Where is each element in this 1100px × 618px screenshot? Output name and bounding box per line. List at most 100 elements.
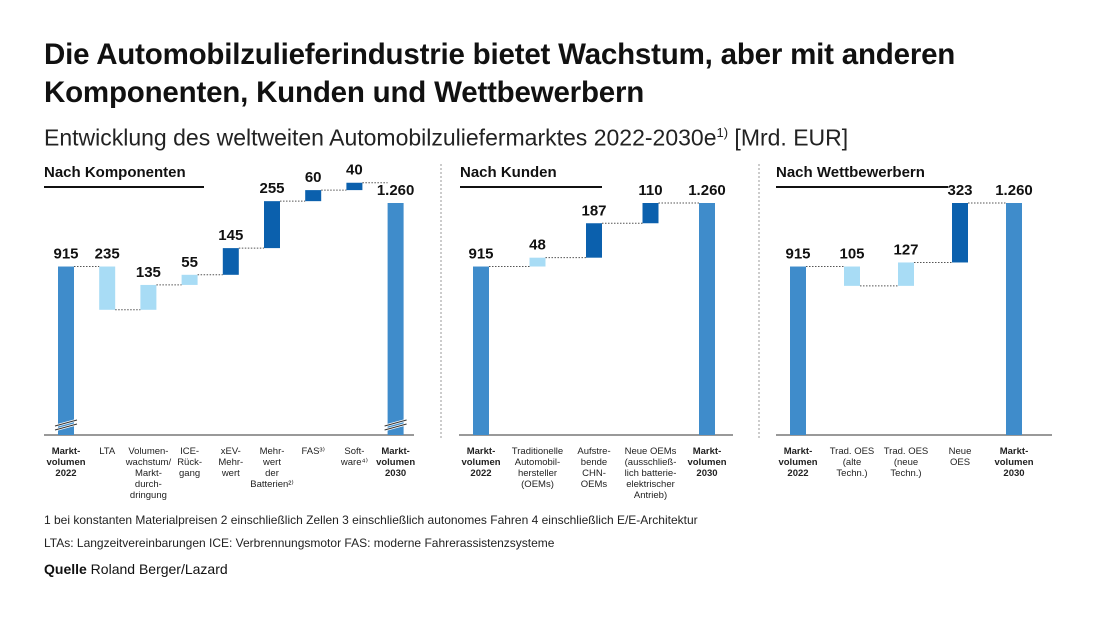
category-label-2: (OEMs) [521,479,554,490]
category-label-5: Markt- [1000,446,1029,457]
axis-break-line [384,419,407,431]
page-title: Die Automobilzulieferindustrie bietet Wa… [44,36,1084,112]
category-label-3: Techn.) [890,468,921,479]
value-label-5: 1.260 [995,182,1033,199]
category-label-3: bende [581,457,607,468]
abbreviations: LTAs: Langzeitvereinbarungen ICE: Verbre… [44,536,555,550]
subtitle-text: Entwicklung des weltweiten Automobilzuli… [44,124,717,151]
source: Quelle Roland Berger/Lazard [44,561,228,577]
category-label-4: OES [950,457,970,468]
category-label-4: Neue [949,446,972,457]
category-label-3: wachstum/ [125,457,172,468]
title-line-2: Komponenten, Kunden und Wettbewerbern [44,76,645,109]
category-label-3: CHN- [582,468,606,479]
bar-3 [140,284,157,310]
value-label-1: 915 [468,246,493,263]
category-label-4: lich batterie- [625,468,677,479]
category-label-3: Markt- [135,468,162,479]
category-label-4: gang [179,468,200,479]
category-label-1: Markt- [467,446,496,457]
category-label-1: volumen [778,457,817,468]
category-label-1: Markt- [52,446,81,457]
subtitle: Entwicklung des weltweiten Automobilzuli… [44,118,1084,153]
category-label-5: xEV- [221,446,241,457]
bar-6 [264,201,280,249]
value-label-6: 255 [259,180,284,197]
category-label-8: ware⁴⁾ [340,457,368,468]
bar-5 [699,203,715,435]
bar-3 [898,262,914,286]
value-label-4: 110 [638,182,662,199]
value-label-1: 915 [53,246,78,263]
value-label-2: 105 [839,246,864,263]
bar-1 [473,266,489,435]
panel-title-kunden: Nach Kunden [460,164,602,188]
category-label-5: Markt- [693,446,722,457]
subtitle-footnote-ref: 1) [716,125,729,140]
category-label-3: dringung [130,490,167,501]
category-label-5: 2030 [1003,468,1024,479]
bar-4 [642,203,659,224]
category-label-4: Antrieb) [634,490,667,501]
value-label-3: 187 [581,202,606,219]
category-label-6: Mehr- [260,446,285,457]
bar-2 [529,257,546,267]
category-label-1: Markt- [784,446,813,457]
category-label-8: Soft- [344,446,364,457]
category-label-2: Techn.) [836,468,867,479]
footnotes: 1 bei konstanten Materialpreisen 2 einsc… [44,513,698,527]
category-label-2: Trad. OES [830,446,875,457]
value-label-4: 55 [181,254,198,271]
category-label-2: hersteller [518,468,557,479]
category-label-5: volumen [687,457,726,468]
category-label-4: Neue OEMs [625,446,677,457]
category-label-1: 2022 [787,468,808,479]
panel-title-wettbewerber: Nach Wettbewerbern [776,164,948,188]
category-label-2: Automobil- [515,457,560,468]
value-label-5: 1.260 [688,182,726,199]
bar-4 [952,203,968,263]
category-label-4: (ausschließ- [625,457,677,468]
bar-2 [99,266,116,310]
bar-3 [586,223,602,258]
source-text: Roland Berger/Lazard [86,561,228,577]
value-label-5: 145 [218,227,243,244]
value-label-2: 235 [95,246,120,263]
value-label-9: 1.260 [377,182,415,199]
value-label-1: 915 [785,246,810,263]
category-label-2: LTA [99,446,116,457]
category-label-3: durch- [135,479,162,490]
bar-9 [387,203,404,435]
value-label-2: 48 [529,237,546,254]
bar-1 [58,266,74,435]
value-label-3: 127 [893,241,918,258]
category-label-9: volumen [376,457,415,468]
value-label-8: 40 [346,162,363,179]
value-label-4: 323 [947,182,972,199]
category-label-4: elektrischer [626,479,675,490]
subtitle-unit: [Mrd. EUR] [728,124,849,151]
panel-title-komponenten: Nach Komponenten [44,164,204,188]
bar-1 [790,266,806,435]
bar-2 [844,266,860,286]
category-label-6: der [265,468,279,479]
category-label-1: volumen [46,457,85,468]
category-label-6: Batterien²⁾ [250,479,294,490]
bar-5 [1006,203,1022,435]
category-label-5: wert [221,468,240,479]
category-label-5: volumen [994,457,1033,468]
category-label-1: 2022 [470,468,491,479]
value-label-3: 135 [136,264,161,281]
category-label-3: Trad. OES [884,446,929,457]
bar-7 [305,190,322,202]
category-label-4: Rück- [177,457,202,468]
category-label-2: (alte [843,457,861,468]
category-label-1: volumen [461,457,500,468]
axis-break-line [54,419,78,431]
value-label-7: 60 [305,169,322,186]
category-label-5: 2030 [696,468,717,479]
category-label-3: Aufstre- [577,446,610,457]
source-label: Quelle [44,561,87,577]
category-label-4: ICE- [180,446,199,457]
